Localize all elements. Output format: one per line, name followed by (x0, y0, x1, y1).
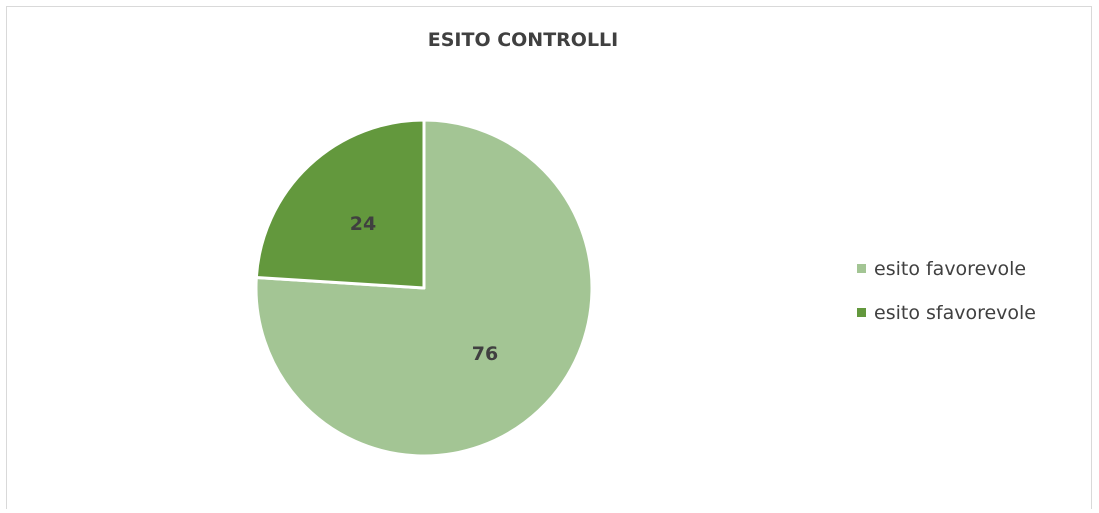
data-label-2: 24 (350, 213, 376, 235)
pie-slices (254, 118, 594, 458)
data-label-1: 76 (472, 343, 498, 365)
legend: esito favorevole esito sfavorevole (857, 258, 1036, 324)
legend-item-1: esito favorevole (857, 258, 1026, 280)
legend-label-2: esito sfavorevole (874, 302, 1036, 324)
pie-data-labels: 76 24 (350, 213, 498, 365)
legend-item-2: esito sfavorevole (857, 302, 1036, 324)
pie-slice-2 (254, 118, 426, 290)
legend-swatch-2 (857, 308, 866, 317)
pie-slice-1 (254, 118, 594, 458)
chart-title: ESITO CONTROLLI (428, 29, 618, 51)
legend-label-1: esito favorevole (874, 258, 1026, 280)
legend-swatch-1 (857, 264, 866, 273)
